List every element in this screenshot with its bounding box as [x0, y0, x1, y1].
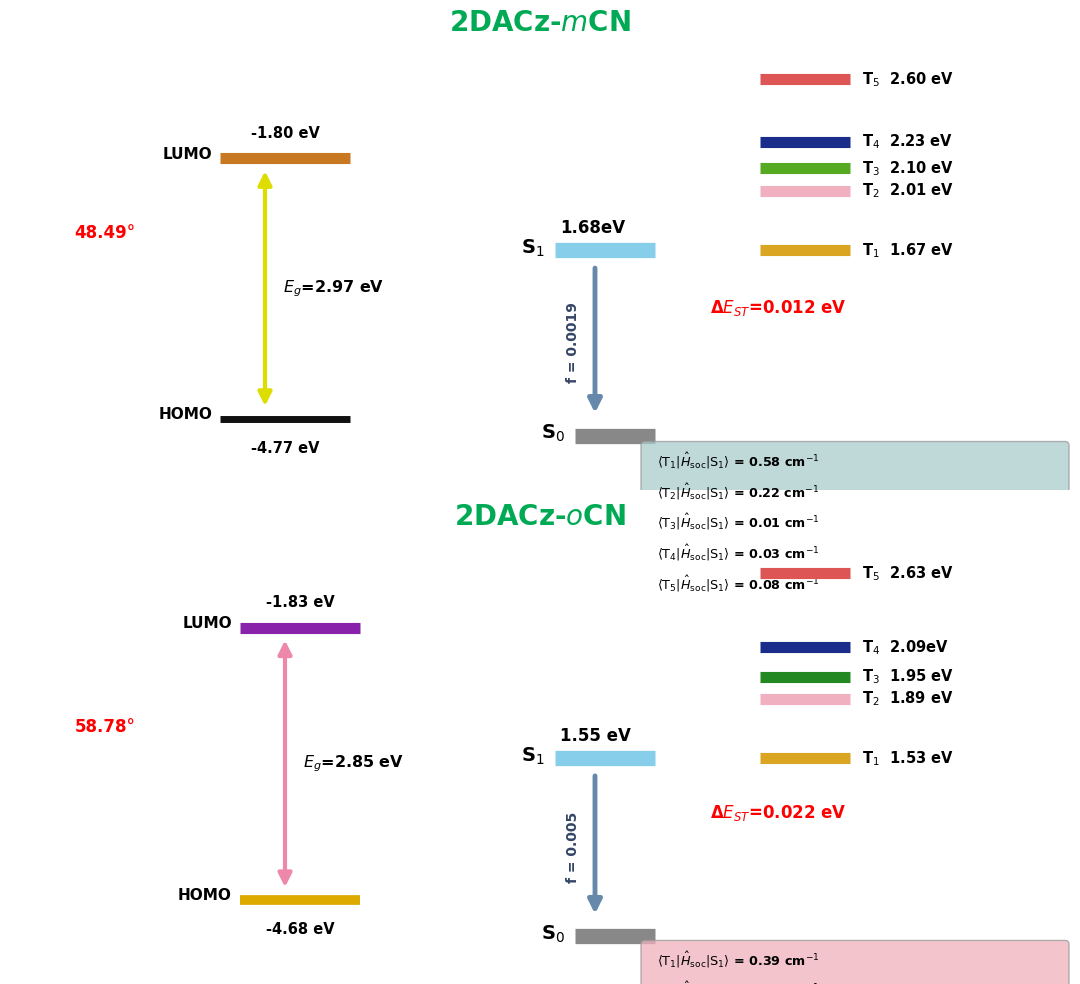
Text: 58.78°: 58.78°: [75, 717, 135, 736]
Text: f = 0.005: f = 0.005: [566, 812, 580, 883]
Text: -4.77 eV: -4.77 eV: [251, 441, 320, 456]
Text: -4.68 eV: -4.68 eV: [266, 922, 335, 937]
Text: $\langle\mathrm{T}_{2}|\hat{H}_{\mathrm{soc}}|\mathrm{S}_1\rangle$ = 0.41 cm$^{-: $\langle\mathrm{T}_{2}|\hat{H}_{\mathrm{…: [657, 980, 820, 984]
Text: T$_{4}$  2.09eV: T$_{4}$ 2.09eV: [862, 638, 948, 656]
Text: -1.80 eV: -1.80 eV: [251, 126, 320, 141]
Text: 2DACz-$\mathit{m}$CN: 2DACz-$\mathit{m}$CN: [449, 9, 631, 36]
Text: S$_0$: S$_0$: [541, 924, 565, 946]
Text: 1.55 eV: 1.55 eV: [561, 726, 631, 745]
Text: T$_{3}$  2.10 eV: T$_{3}$ 2.10 eV: [862, 159, 954, 178]
Text: T$_{1}$  1.67 eV: T$_{1}$ 1.67 eV: [862, 241, 954, 260]
Text: HOMO: HOMO: [158, 407, 212, 422]
FancyBboxPatch shape: [642, 941, 1069, 984]
Text: 48.49°: 48.49°: [75, 223, 136, 242]
Text: T$_{2}$  1.89 eV: T$_{2}$ 1.89 eV: [862, 690, 954, 708]
Text: $\langle\mathrm{T}_{1}|\hat{H}_{\mathrm{soc}}|\mathrm{S}_1\rangle$ = 0.58 cm$^{-: $\langle\mathrm{T}_{1}|\hat{H}_{\mathrm{…: [657, 451, 820, 471]
Text: $\langle\mathrm{T}_{4}|\hat{H}_{\mathrm{soc}}|\mathrm{S}_1\rangle$ = 0.03 cm$^{-: $\langle\mathrm{T}_{4}|\hat{H}_{\mathrm{…: [657, 543, 820, 563]
Text: T$_{4}$  2.23 eV: T$_{4}$ 2.23 eV: [862, 132, 953, 151]
Text: f = 0.0019: f = 0.0019: [566, 303, 580, 384]
Text: LUMO: LUMO: [183, 616, 232, 631]
Text: T$_{2}$  2.01 eV: T$_{2}$ 2.01 eV: [862, 182, 954, 201]
Text: T$_{5}$  2.63 eV: T$_{5}$ 2.63 eV: [862, 564, 954, 583]
Text: 1.68eV: 1.68eV: [561, 218, 625, 237]
Text: T$_{3}$  1.95 eV: T$_{3}$ 1.95 eV: [862, 668, 954, 687]
Text: $\langle\mathrm{T}_{3}|\hat{H}_{\mathrm{soc}}|\mathrm{S}_1\rangle$ = 0.01 cm$^{-: $\langle\mathrm{T}_{3}|\hat{H}_{\mathrm{…: [657, 512, 820, 532]
Text: S$_0$: S$_0$: [541, 423, 565, 444]
Text: T$_{5}$  2.60 eV: T$_{5}$ 2.60 eV: [862, 70, 954, 89]
Text: Δ$\mathit{E}_{ST}$=0.022 eV: Δ$\mathit{E}_{ST}$=0.022 eV: [710, 803, 847, 823]
Text: 2DACz-$\mathit{o}$CN: 2DACz-$\mathit{o}$CN: [454, 503, 626, 530]
Text: $\langle\mathrm{T}_{2}|\hat{H}_{\mathrm{soc}}|\mathrm{S}_1\rangle$ = 0.22 cm$^{-: $\langle\mathrm{T}_{2}|\hat{H}_{\mathrm{…: [657, 481, 819, 502]
Text: -1.83 eV: -1.83 eV: [266, 594, 335, 610]
Text: S$_1$: S$_1$: [522, 746, 545, 767]
Text: $\langle\mathrm{T}_{5}|\hat{H}_{\mathrm{soc}}|\mathrm{S}_1\rangle$ = 0.08 cm$^{-: $\langle\mathrm{T}_{5}|\hat{H}_{\mathrm{…: [657, 574, 820, 593]
Text: $\mathit{E}_g$=2.97 eV: $\mathit{E}_g$=2.97 eV: [283, 278, 384, 299]
Text: Δ$\mathit{E}_{ST}$=0.012 eV: Δ$\mathit{E}_{ST}$=0.012 eV: [710, 298, 847, 318]
Text: LUMO: LUMO: [162, 147, 212, 162]
Text: $\mathit{E}_g$=2.85 eV: $\mathit{E}_g$=2.85 eV: [303, 754, 404, 774]
Text: HOMO: HOMO: [178, 889, 232, 903]
Text: $\langle\mathrm{T}_{1}|\hat{H}_{\mathrm{soc}}|\mathrm{S}_1\rangle$ = 0.39 cm$^{-: $\langle\mathrm{T}_{1}|\hat{H}_{\mathrm{…: [657, 950, 820, 970]
Text: T$_{1}$  1.53 eV: T$_{1}$ 1.53 eV: [862, 749, 954, 768]
Text: S$_1$: S$_1$: [522, 238, 545, 259]
FancyBboxPatch shape: [642, 442, 1069, 603]
